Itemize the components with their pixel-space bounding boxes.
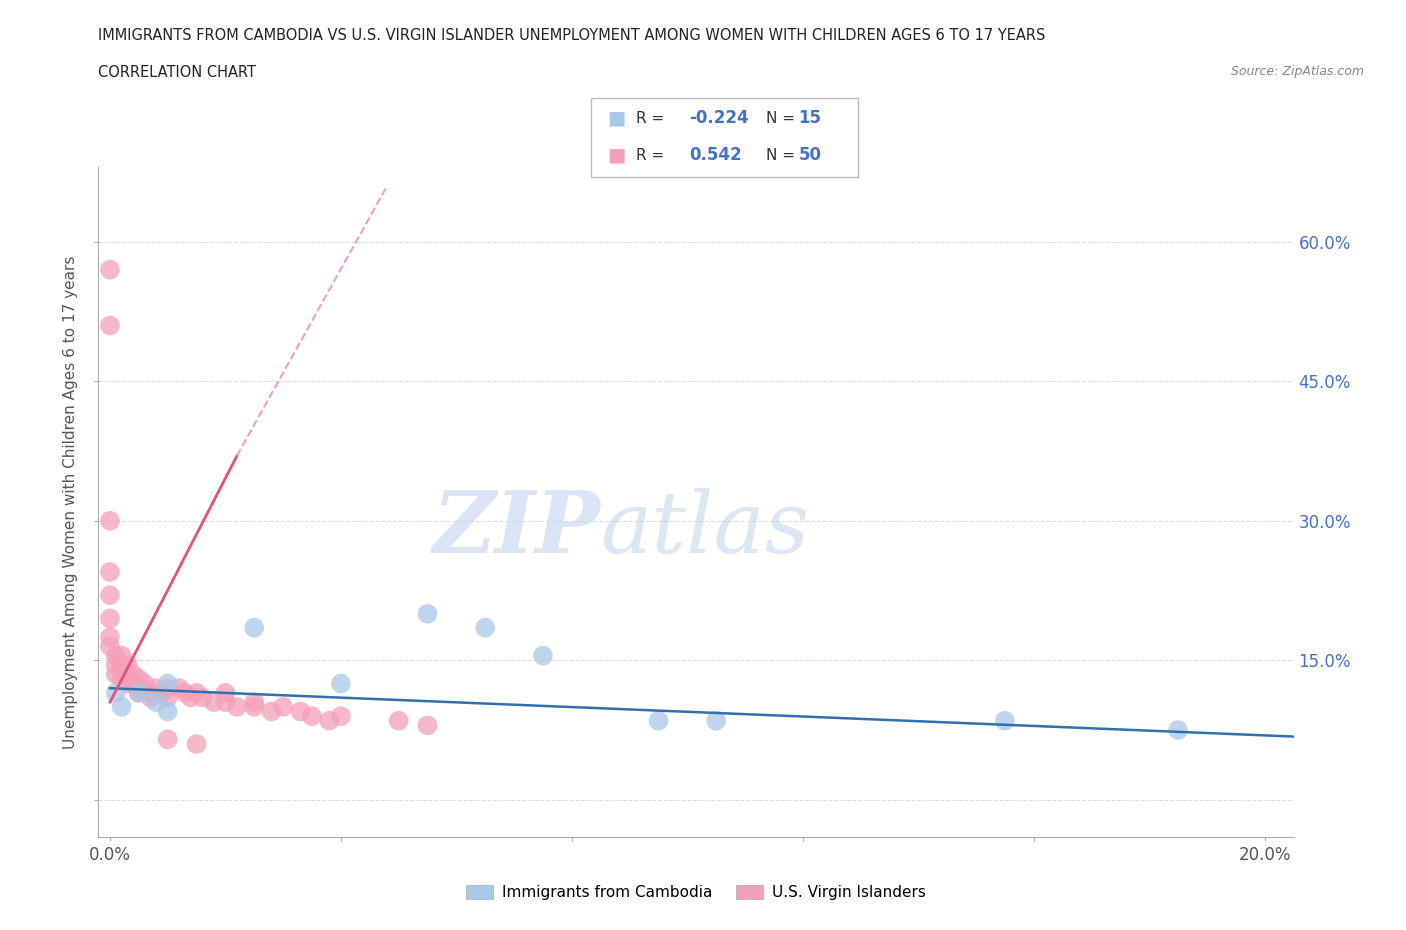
Point xyxy=(156,681,179,696)
Point xyxy=(134,676,156,691)
Point xyxy=(214,685,236,700)
Point xyxy=(122,667,145,682)
Y-axis label: Unemployment Among Women with Children Ages 6 to 17 years: Unemployment Among Women with Children A… xyxy=(63,256,79,749)
Text: R =: R = xyxy=(636,111,664,126)
Point xyxy=(388,713,411,728)
Point xyxy=(186,737,208,751)
Point xyxy=(128,685,150,700)
Point xyxy=(150,685,173,700)
Text: ■: ■ xyxy=(607,146,626,165)
Point xyxy=(104,667,127,682)
Point xyxy=(167,681,190,696)
Point xyxy=(531,648,554,663)
Text: 50: 50 xyxy=(799,146,821,165)
Point xyxy=(145,695,167,710)
Text: atlas: atlas xyxy=(600,487,810,570)
Point xyxy=(214,695,236,710)
Point xyxy=(128,685,150,700)
Point xyxy=(301,709,323,724)
Text: -0.224: -0.224 xyxy=(689,109,748,127)
Legend: Immigrants from Cambodia, U.S. Virgin Islanders: Immigrants from Cambodia, U.S. Virgin Is… xyxy=(460,879,932,907)
Point xyxy=(290,704,312,719)
Point xyxy=(260,704,283,719)
Point xyxy=(145,681,167,696)
Point xyxy=(416,606,439,621)
Point xyxy=(416,718,439,733)
Point xyxy=(271,699,294,714)
Point xyxy=(98,318,121,333)
Point xyxy=(226,699,249,714)
Point xyxy=(128,681,150,696)
Point xyxy=(318,713,340,728)
Text: 15: 15 xyxy=(799,109,821,127)
Point xyxy=(329,676,352,691)
Point xyxy=(186,685,208,700)
Text: ■: ■ xyxy=(607,109,626,127)
Point xyxy=(191,690,214,705)
Point xyxy=(243,620,266,635)
Point xyxy=(98,588,121,603)
Text: IMMIGRANTS FROM CAMBODIA VS U.S. VIRGIN ISLANDER UNEMPLOYMENT AMONG WOMEN WITH C: IMMIGRANTS FROM CAMBODIA VS U.S. VIRGIN … xyxy=(98,28,1046,43)
Point xyxy=(98,611,121,626)
Point xyxy=(110,648,132,663)
Text: R =: R = xyxy=(636,148,664,163)
Point xyxy=(243,695,266,710)
Point xyxy=(98,262,121,277)
Point xyxy=(180,690,202,705)
Point xyxy=(243,699,266,714)
Text: 0.542: 0.542 xyxy=(689,146,741,165)
Point xyxy=(156,704,179,719)
Text: N =: N = xyxy=(766,111,796,126)
Point xyxy=(139,685,162,700)
Point xyxy=(156,732,179,747)
Point xyxy=(104,658,127,672)
Point xyxy=(474,620,496,635)
Point xyxy=(156,690,179,705)
Point xyxy=(117,658,139,672)
Point xyxy=(156,676,179,691)
Point xyxy=(110,699,132,714)
Point xyxy=(98,565,121,579)
Point xyxy=(117,667,139,682)
Point xyxy=(647,713,669,728)
Point xyxy=(139,690,162,705)
Point xyxy=(1167,723,1189,737)
Point xyxy=(98,630,121,644)
Text: CORRELATION CHART: CORRELATION CHART xyxy=(98,65,256,80)
Text: Source: ZipAtlas.com: Source: ZipAtlas.com xyxy=(1230,65,1364,78)
Point xyxy=(329,709,352,724)
Point xyxy=(98,639,121,654)
Text: ZIP: ZIP xyxy=(433,487,600,571)
Point xyxy=(117,676,139,691)
Point xyxy=(110,658,132,672)
Point xyxy=(98,513,121,528)
Point xyxy=(104,685,127,700)
Point xyxy=(110,671,132,686)
Point xyxy=(104,648,127,663)
Point xyxy=(122,676,145,691)
Point xyxy=(202,695,225,710)
Point xyxy=(174,685,197,700)
Point xyxy=(704,713,727,728)
Text: N =: N = xyxy=(766,148,796,163)
Point xyxy=(128,671,150,686)
Point xyxy=(994,713,1017,728)
